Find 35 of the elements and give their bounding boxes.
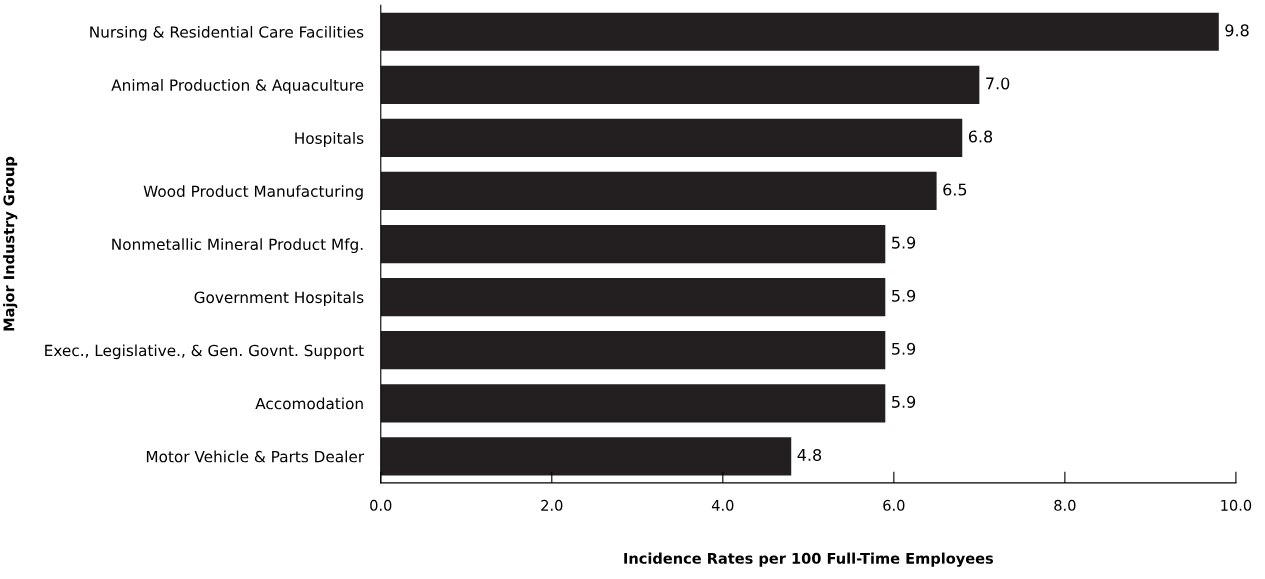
bar — [380, 12, 1219, 51]
y-tick-label: Nursing & Residential Care Facilities — [90, 25, 364, 41]
bar — [380, 171, 937, 211]
y-tick-label: Animal Production & Aquaculture — [111, 79, 364, 94]
y-tick-label: Government Hospitals — [194, 291, 364, 307]
x-tick-label: 10.0 — [1221, 499, 1252, 511]
bar — [380, 65, 980, 104]
data-label: 5.9 — [892, 289, 916, 302]
data-label: 6.8 — [968, 130, 993, 143]
bar — [380, 118, 963, 158]
x-tick-label: 0.0 — [370, 499, 392, 511]
bar — [380, 331, 886, 370]
bar — [380, 224, 886, 264]
y-tick-label: Wood Product Manufacturing — [143, 185, 363, 200]
bar — [380, 384, 886, 423]
y-tick-label: Exec., Legislative., & Gen. Govnt. Support — [45, 344, 364, 360]
y-tick-label: Hospitals — [295, 132, 364, 147]
x-tick-label: 6.0 — [883, 499, 905, 511]
x-tick-label: 2.0 — [541, 499, 563, 511]
bar — [380, 278, 886, 317]
x-tick-label: 4.0 — [711, 499, 734, 511]
y-tick-label: Accomodation — [255, 397, 363, 410]
data-label: 4.8 — [797, 448, 822, 461]
y-axis-title: Major Industry Group — [3, 156, 18, 331]
x-axis-title: Incidence Rates per 100 Full-Time Employees — [624, 552, 994, 567]
data-label: 7.0 — [986, 77, 1010, 90]
data-label: 5.9 — [892, 342, 916, 355]
data-label: 6.5 — [943, 183, 967, 196]
data-label: 5.9 — [892, 236, 916, 249]
y-tick-label: Motor Vehicle & Parts Dealer — [146, 450, 365, 463]
bar — [380, 437, 792, 476]
x-tick-label: 8.0 — [1054, 499, 1076, 511]
y-tick-label: Nonmetallic Mineral Product Mfg. — [112, 238, 363, 254]
data-label: 9.8 — [1225, 24, 1249, 37]
data-label: 5.9 — [892, 395, 916, 408]
